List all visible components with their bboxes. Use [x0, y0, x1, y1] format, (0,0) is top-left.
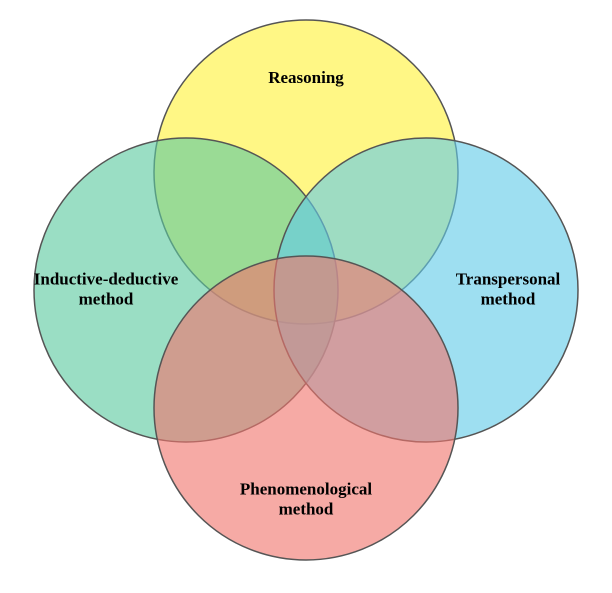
venn-label-right: Transpersonal method	[456, 270, 561, 311]
venn-label-left: Inductive-deductive method	[34, 270, 179, 311]
venn-label-bottom: Phenomenological method	[240, 480, 372, 521]
venn-diagram: Reasoning Inductive-deductive method Trans…	[0, 0, 612, 593]
venn-label-top: Reasoning	[268, 68, 344, 88]
